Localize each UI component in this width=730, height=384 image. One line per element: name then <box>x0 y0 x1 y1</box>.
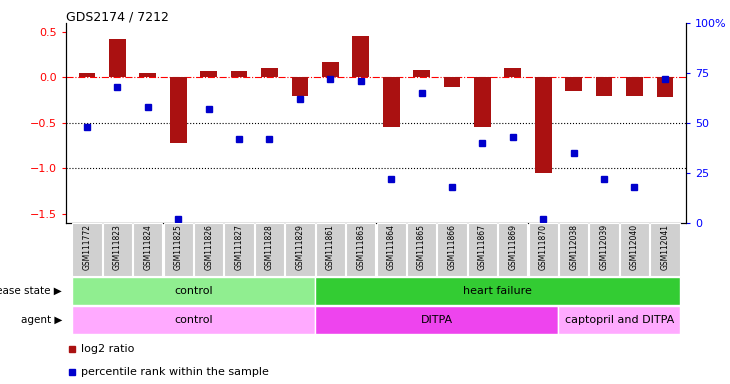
Text: GSM111826: GSM111826 <box>204 224 213 270</box>
Bar <box>383 78 399 126</box>
Bar <box>596 78 612 96</box>
Text: GSM112038: GSM112038 <box>569 224 578 270</box>
Text: GSM111864: GSM111864 <box>387 224 396 270</box>
FancyBboxPatch shape <box>285 223 315 276</box>
Bar <box>231 71 247 78</box>
Bar <box>626 78 643 96</box>
Bar <box>170 78 187 143</box>
Bar <box>656 78 673 98</box>
FancyBboxPatch shape <box>72 306 315 333</box>
Bar <box>565 78 582 91</box>
FancyBboxPatch shape <box>225 223 254 276</box>
FancyBboxPatch shape <box>315 277 680 305</box>
Text: GDS2174 / 7212: GDS2174 / 7212 <box>66 10 169 23</box>
Text: GSM112039: GSM112039 <box>599 224 609 270</box>
Bar <box>322 62 339 78</box>
Bar <box>413 70 430 78</box>
Bar <box>504 68 521 78</box>
FancyBboxPatch shape <box>437 223 466 276</box>
Bar <box>474 78 491 127</box>
Text: percentile rank within the sample: percentile rank within the sample <box>81 367 269 377</box>
Text: GSM111867: GSM111867 <box>478 224 487 270</box>
FancyBboxPatch shape <box>72 223 101 276</box>
Bar <box>444 78 461 86</box>
Text: captopril and DITPA: captopril and DITPA <box>565 314 674 325</box>
Text: GSM111824: GSM111824 <box>143 224 153 270</box>
FancyBboxPatch shape <box>650 223 680 276</box>
Text: heart failure: heart failure <box>463 286 532 296</box>
Text: GSM111823: GSM111823 <box>113 224 122 270</box>
FancyBboxPatch shape <box>133 223 163 276</box>
FancyBboxPatch shape <box>164 223 193 276</box>
FancyBboxPatch shape <box>377 223 406 276</box>
Text: GSM111869: GSM111869 <box>508 224 518 270</box>
Bar <box>79 73 96 78</box>
FancyBboxPatch shape <box>194 223 223 276</box>
FancyBboxPatch shape <box>468 223 497 276</box>
FancyBboxPatch shape <box>315 223 345 276</box>
Text: agent ▶: agent ▶ <box>20 314 62 325</box>
Text: GSM112040: GSM112040 <box>630 224 639 270</box>
FancyBboxPatch shape <box>255 223 284 276</box>
Text: GSM111772: GSM111772 <box>82 224 91 270</box>
Text: GSM111861: GSM111861 <box>326 224 335 270</box>
Text: GSM111827: GSM111827 <box>234 224 244 270</box>
FancyBboxPatch shape <box>72 277 315 305</box>
Text: GSM111863: GSM111863 <box>356 224 365 270</box>
Text: log2 ratio: log2 ratio <box>81 344 134 354</box>
Bar <box>109 40 126 78</box>
Text: GSM111828: GSM111828 <box>265 224 274 270</box>
Text: GSM111865: GSM111865 <box>417 224 426 270</box>
FancyBboxPatch shape <box>589 223 618 276</box>
Text: GSM111825: GSM111825 <box>174 224 182 270</box>
Text: GSM111866: GSM111866 <box>447 224 456 270</box>
Text: control: control <box>174 286 212 296</box>
FancyBboxPatch shape <box>346 223 375 276</box>
FancyBboxPatch shape <box>407 223 437 276</box>
Bar <box>261 68 278 78</box>
Text: control: control <box>174 314 212 325</box>
Bar <box>291 78 308 96</box>
Bar <box>353 36 369 78</box>
FancyBboxPatch shape <box>620 223 649 276</box>
Bar <box>535 78 552 173</box>
Bar <box>139 73 156 78</box>
Text: DITPA: DITPA <box>420 314 453 325</box>
Text: GSM112041: GSM112041 <box>661 224 669 270</box>
Text: GSM111870: GSM111870 <box>539 224 548 270</box>
FancyBboxPatch shape <box>498 223 527 276</box>
Bar <box>200 71 217 78</box>
FancyBboxPatch shape <box>103 223 132 276</box>
FancyBboxPatch shape <box>558 306 680 333</box>
Text: disease state ▶: disease state ▶ <box>0 286 62 296</box>
Text: GSM111829: GSM111829 <box>296 224 304 270</box>
FancyBboxPatch shape <box>315 306 558 333</box>
FancyBboxPatch shape <box>529 223 558 276</box>
FancyBboxPatch shape <box>559 223 588 276</box>
